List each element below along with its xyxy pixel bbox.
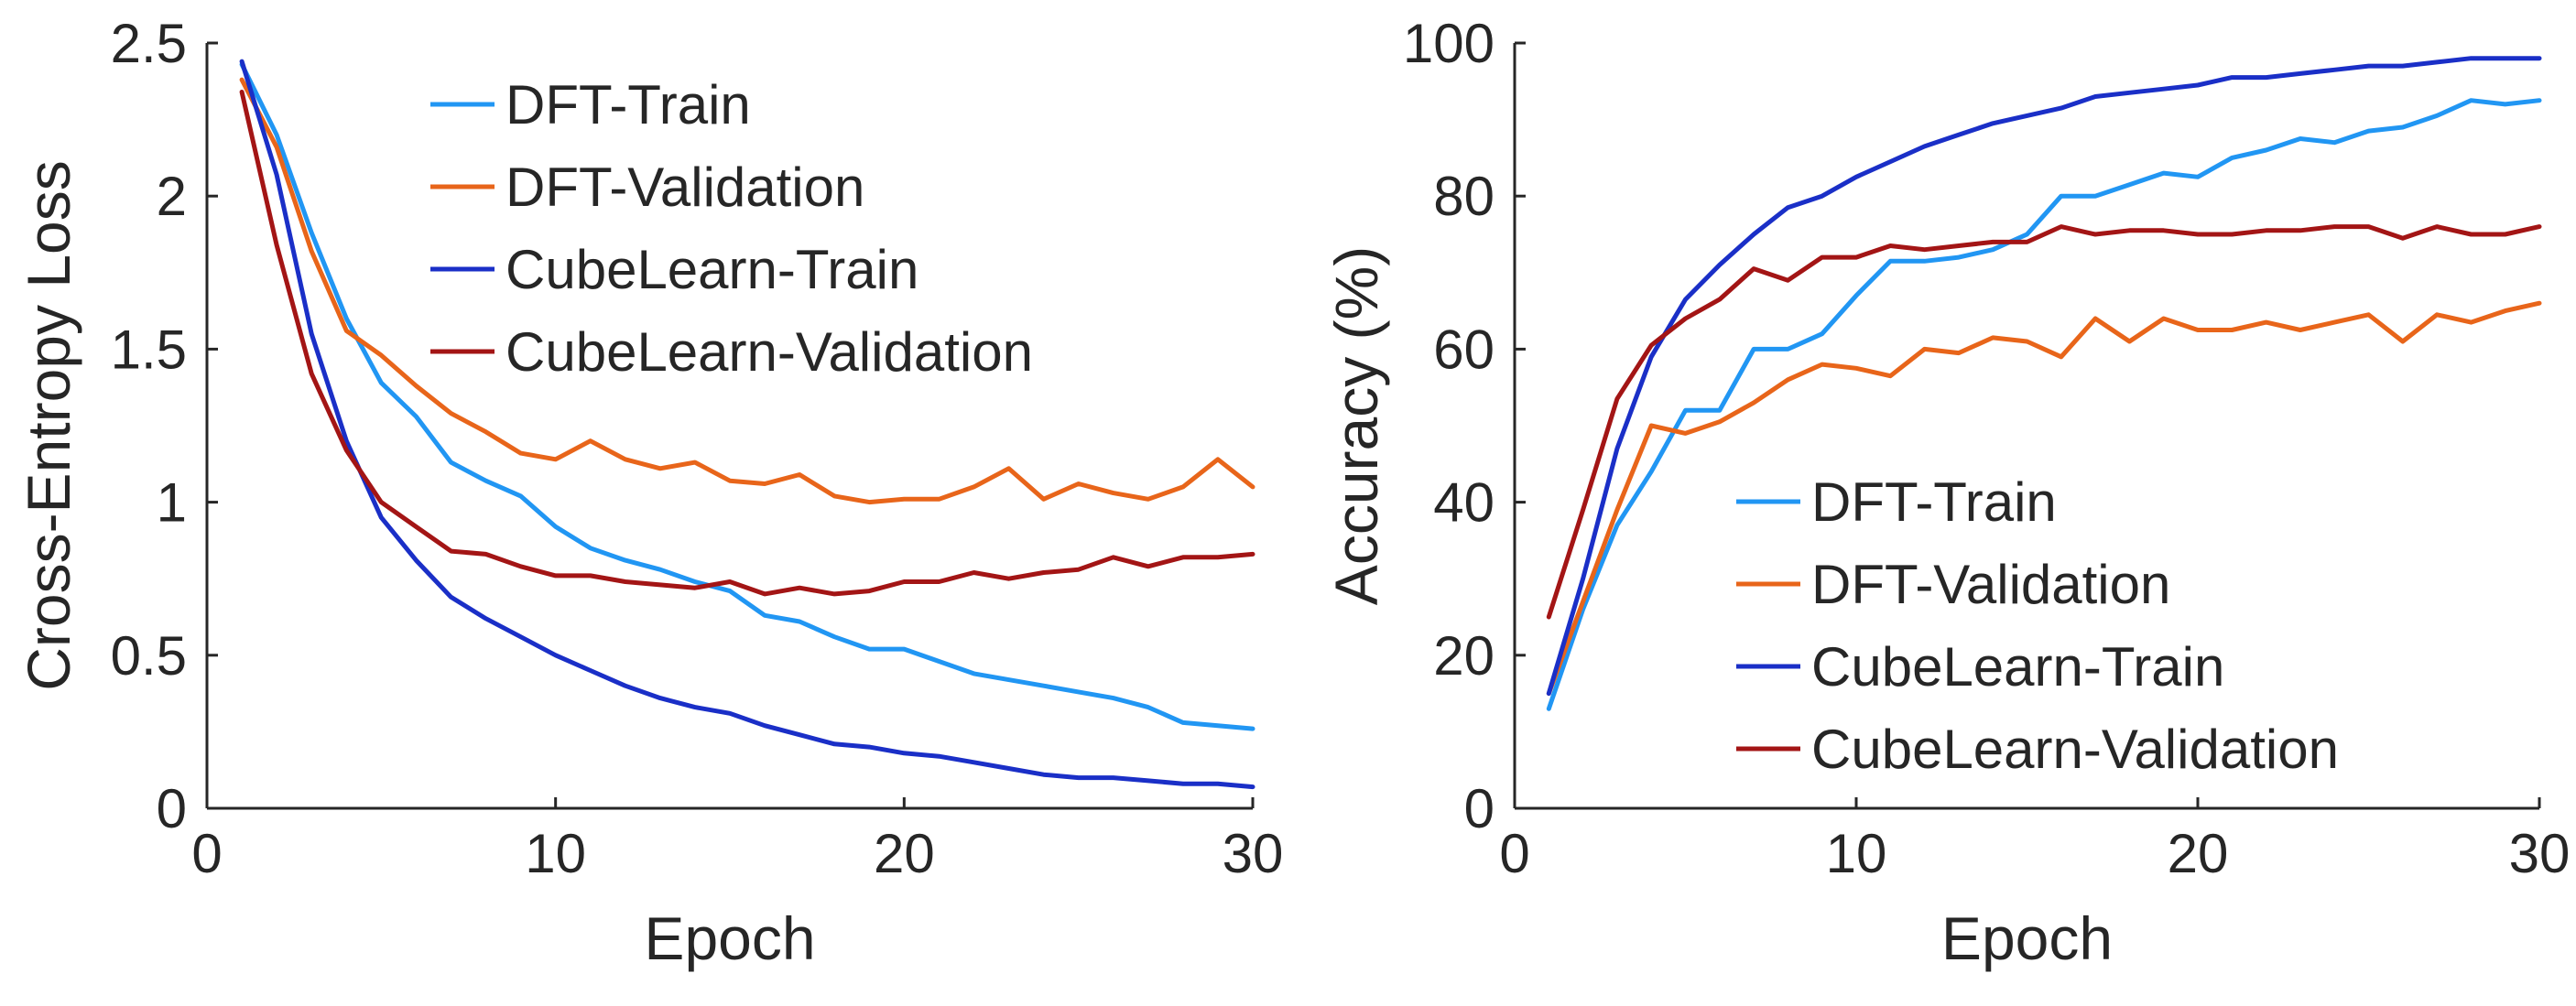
loss-y-tick-label: 2.5: [111, 13, 187, 74]
acc-series-cubelearn-train-line: [1546, 56, 2542, 697]
loss-y-tick-label: 1: [157, 472, 187, 534]
acc-y-tick-label: 40: [1433, 472, 1495, 534]
acc-x-axis-label: Epoch: [1941, 904, 2113, 972]
acc-y-tick-label: 100: [1403, 13, 1495, 74]
acc-y-tick-label: 20: [1433, 625, 1495, 687]
acc-y-tick-label: 60: [1433, 319, 1495, 380]
acc-x-tick-label: 10: [1826, 823, 1887, 884]
loss-x-tick-label: 20: [874, 823, 935, 884]
acc-legend-label-dft-train: DFT-Train: [1811, 471, 2057, 533]
loss-y-tick-label: 2: [157, 166, 187, 227]
acc-series-dft-train-line: [1546, 98, 2542, 711]
loss-series-cubelearn-train-line: [239, 59, 1255, 790]
acc-x-tick-label: 30: [2509, 823, 2571, 884]
loss-x-tick-label: 30: [1223, 823, 1284, 884]
loss-legend-label-dft-train: DFT-Train: [505, 74, 751, 135]
acc-y-axis-label: Accuracy (%): [1322, 246, 1390, 605]
loss-y-tick-label: 0.5: [111, 625, 187, 687]
acc-series-dft-validation-line: [1546, 300, 2542, 697]
acc-legend-label-cubelearn-validation: CubeLearn-Validation: [1811, 719, 2339, 780]
loss-x-tick-label: 0: [191, 823, 222, 884]
acc-series-cubelearn-validation-line: [1546, 224, 2542, 620]
loss-x-axis-label: Epoch: [644, 904, 815, 972]
loss-y-axis-label: Cross-Entropy Loss: [15, 160, 82, 691]
loss-panel: 0 10 20 30 0 0.5 1 1.5 2 2.5 Epoch Cross-Entropy Lo…: [15, 13, 1283, 972]
acc-panel: 0 10 20 30 0 20 40 60 80 100 Epoch Accuracy (%) DFT-…: [1322, 13, 2570, 972]
loss-y-tick-label: 0: [157, 778, 187, 839]
loss-legend-label-cubelearn-validation: CubeLearn-Validation: [505, 321, 1033, 383]
loss-legend-label-dft-validation: DFT-Validation: [505, 157, 864, 218]
acc-x-tick-label: 20: [2168, 823, 2229, 884]
acc-y-tick-label: 0: [1464, 778, 1495, 839]
loss-y-tick-label: 1.5: [111, 319, 187, 380]
loss-x-tick-label: 10: [525, 823, 586, 884]
acc-legend-label-cubelearn-train: CubeLearn-Train: [1811, 636, 2224, 698]
loss-series-dft-validation-line: [239, 77, 1255, 505]
acc-x-tick-label: 0: [1499, 823, 1529, 884]
acc-legend: DFT-Train DFT-Validation CubeLearn-Train Cu…: [1736, 471, 2339, 780]
loss-series-cubelearn-validation-line: [239, 90, 1255, 597]
acc-y-tick-label: 80: [1433, 166, 1495, 227]
loss-legend-label-cubelearn-train: CubeLearn-Train: [505, 239, 918, 300]
acc-legend-label-dft-validation: DFT-Validation: [1811, 554, 2170, 615]
loss-series-dft-train-line: [239, 61, 1255, 731]
loss-legend: DFT-Train DFT-Validation CubeLearn-Train Cu…: [430, 74, 1033, 383]
